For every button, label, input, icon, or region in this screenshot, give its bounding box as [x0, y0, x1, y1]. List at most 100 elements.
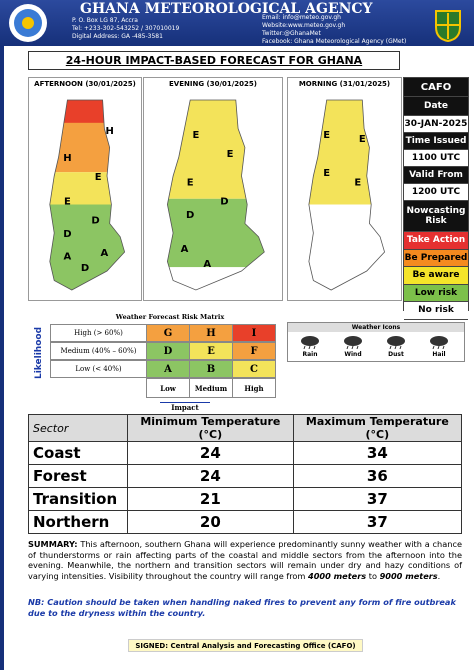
risk-label: D: [220, 197, 228, 208]
matrix-cell: B: [189, 360, 233, 378]
weather-icons-box: Weather Icons Rain Wind Dust Hail: [287, 322, 465, 362]
legend-item: 1200 UTC: [404, 184, 468, 201]
table-cell: Northern: [28, 510, 128, 534]
table-header: Maximum Temperature (°C): [292, 414, 463, 442]
matrix-cell: F: [232, 342, 276, 360]
cloud: [430, 336, 448, 346]
legend-item: Time Issued: [404, 133, 468, 150]
table-cell: 36: [292, 464, 463, 488]
agency-name: GHANA METEOROLOGICAL AGENCY: [80, 1, 373, 17]
table-cell: 21: [127, 487, 294, 511]
legend-item: Date: [404, 97, 468, 116]
cloud: [344, 336, 362, 346]
risk-label: E: [227, 149, 234, 160]
impact-label: Impact: [160, 402, 210, 412]
risk-label: D: [81, 263, 89, 274]
table-row: Forest 24 36: [28, 464, 463, 488]
table-cell: 37: [292, 487, 463, 511]
forecast-title: 24-HOUR IMPACT-BASED FORECAST FOR GHANA: [28, 51, 400, 70]
table-header-row: Sector Minimum Temperature (°C) Maximum Te…: [28, 414, 463, 442]
risk-zone: [308, 100, 385, 205]
weather-icon: [301, 336, 319, 349]
contact-line: Email: info@meteo.gov.gh: [262, 14, 341, 21]
matrix-cell: G: [146, 324, 190, 342]
table-row: Coast 24 34: [28, 441, 463, 465]
weather-icon: [344, 336, 362, 349]
matrix-cell: I: [232, 324, 276, 342]
summary-text: This afternoon, southern Ghana will expe…: [28, 539, 462, 581]
summary-label: SUMMARY:: [28, 539, 78, 549]
risk-label: E: [192, 130, 199, 141]
risk-zone: [167, 100, 265, 199]
address-line: Digital Address: GA -485-3581: [72, 33, 163, 40]
header: GHANA METEOROLOGICAL AGENCY P. O. Box LG…: [0, 0, 474, 46]
risk-label: E: [323, 130, 330, 141]
risk-label: A: [181, 244, 189, 255]
map-period: AFTERNOON (30/01/2025): [34, 80, 136, 88]
risk-key: No risk: [404, 302, 468, 320]
map-period: EVENING (30/01/2025): [169, 80, 257, 88]
likelihood-label: Likelihood: [34, 326, 44, 380]
address-line: Tel: +233-302-543252 / 307010019: [72, 25, 180, 32]
precip: [346, 345, 359, 349]
summary-text: 9000 meters: [379, 570, 438, 581]
signature: SIGNED: Central Analysis and Forecasting…: [128, 639, 363, 652]
risk-label: E: [323, 168, 330, 179]
cloud: [387, 336, 405, 346]
risk-label: D: [91, 216, 99, 227]
country-outline: [308, 99, 385, 291]
risk-label: H: [105, 126, 113, 137]
weather-icon-label: Hail: [432, 351, 446, 358]
legend-item: 1100 UTC: [404, 150, 468, 167]
contact-line: Facebook: Ghana Meteorological Agency (G…: [262, 38, 407, 45]
map: E E E D D A A: [166, 99, 265, 291]
impact-column: Medium: [189, 378, 233, 398]
table-row: Transition 21 37: [28, 487, 463, 511]
likelihood-row: Low (< 40%): [50, 360, 147, 378]
table-cell: Coast: [28, 441, 128, 465]
map-panel: MORNING (31/01/2025) E E E E: [287, 77, 402, 301]
table-cell: 24: [127, 464, 294, 488]
precip: [389, 345, 402, 349]
table-cell: 37: [292, 510, 463, 534]
risk-zone: [49, 100, 125, 123]
coat-of-arms: [435, 10, 461, 43]
risk-label: A: [100, 248, 108, 259]
table-cell: 20: [127, 510, 294, 534]
risk-label: A: [64, 252, 72, 263]
risk-key: Low risk: [404, 284, 468, 302]
risk-zone: [308, 204, 385, 290]
matrix-cell: E: [189, 342, 233, 360]
risk-label: D: [63, 229, 71, 240]
impact-column: Low: [146, 378, 190, 398]
map-panel: AFTERNOON (30/01/2025) H H E E D D A D A: [28, 77, 142, 301]
cloud: [301, 336, 319, 346]
address-line: P. O. Box LG 87, Accra: [72, 17, 138, 24]
table-cell: Forest: [28, 464, 128, 488]
table-cell: Transition: [28, 487, 128, 511]
contact-line: Website:www.meteo.gov.gh: [262, 22, 346, 29]
precip: [432, 345, 445, 349]
matrix-cell: D: [146, 342, 190, 360]
risk-zone: [49, 172, 125, 205]
risk-zone: [167, 267, 265, 290]
likelihood-row: High (> 60%): [50, 324, 147, 342]
risk-key: Take Action: [404, 232, 468, 250]
legend-header: CAFO: [404, 78, 468, 97]
logo: [9, 4, 47, 42]
table-cell: 24: [127, 441, 294, 465]
matrix-cell: A: [146, 360, 190, 378]
country-outline: [166, 99, 265, 291]
risk-key: Be aware: [404, 267, 468, 285]
map-period: MORNING (31/01/2025): [298, 80, 391, 88]
legend-item: Nowcasting Risk: [404, 201, 468, 232]
weather-icon-label: Rain: [302, 351, 318, 358]
risk-label: E: [64, 197, 71, 208]
left-stripe: [0, 0, 4, 670]
weather-icon: [387, 336, 405, 349]
table-header: Sector: [28, 414, 128, 442]
weather-icon-label: Wind: [344, 351, 362, 358]
impact-column: High: [232, 378, 276, 398]
